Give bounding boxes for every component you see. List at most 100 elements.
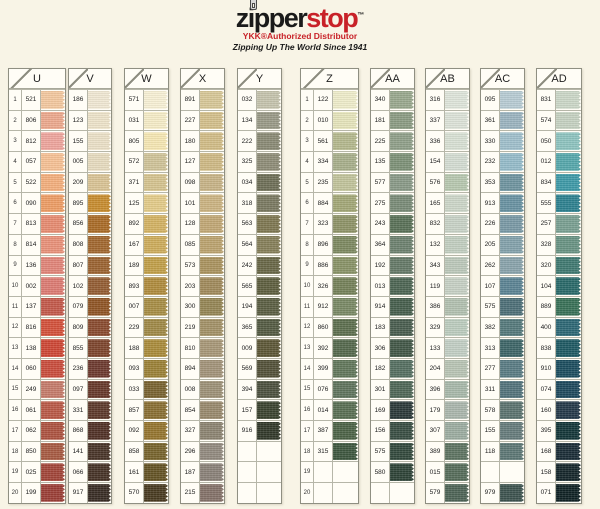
row-number: 3 — [301, 131, 314, 152]
color-code: 894 — [181, 358, 200, 379]
swatch-cell — [200, 400, 224, 420]
swatch-cell — [88, 214, 111, 234]
column-header-AA: AA — [371, 69, 414, 89]
color-swatch — [41, 484, 65, 502]
swatch-cell — [445, 358, 469, 379]
swatch-cell — [390, 193, 414, 214]
color-swatch — [445, 173, 469, 192]
color-code: 579 — [426, 483, 445, 503]
color-code: 364 — [371, 234, 390, 255]
color-swatch — [333, 359, 358, 378]
color-code: 186 — [69, 90, 88, 110]
color-swatch — [200, 318, 224, 337]
swatch-cell — [500, 483, 524, 503]
color-swatch — [445, 132, 469, 151]
swatch-row: 18 315 — [301, 440, 358, 462]
swatch-row — [238, 440, 281, 462]
swatch-row: 13 392 — [301, 337, 358, 358]
color-swatch — [88, 111, 111, 130]
row-number: 19 — [9, 462, 22, 483]
color-swatch — [333, 215, 358, 233]
color-code: 097 — [69, 379, 88, 400]
swatch-cell — [144, 110, 168, 131]
logo-text-red: stop — [306, 3, 359, 33]
color-swatch — [257, 153, 281, 171]
swatch-row: 361 — [481, 109, 524, 131]
swatch-row: 168 — [537, 440, 581, 462]
color-swatch — [556, 132, 581, 151]
swatch-row: 336 — [426, 130, 469, 152]
color-code: 816 — [22, 317, 41, 338]
color-swatch — [445, 380, 469, 399]
color-code: 235 — [314, 172, 333, 193]
swatch-row: 219 — [181, 316, 224, 338]
swatch-row: 343 — [426, 254, 469, 276]
color-code: 570 — [125, 483, 144, 503]
swatch-row: 4 057 — [9, 151, 65, 172]
swatch-row: 20 199 — [9, 482, 65, 503]
color-swatch — [88, 359, 111, 378]
color-swatch — [200, 173, 224, 192]
column-Z: Z 1 122 2 010 3 561 4 334 5 235 6 884 7 323 8 896 9 886 10 3… — [300, 68, 359, 504]
swatch-cell — [257, 441, 281, 462]
color-swatch — [556, 318, 581, 337]
swatch-row: 15 249 — [9, 378, 65, 400]
swatch-row: 895 — [69, 192, 111, 214]
color-code: 104 — [537, 276, 556, 296]
swatch-cell — [41, 400, 65, 420]
swatch-row: 1 521 — [9, 89, 65, 110]
swatch-cell — [88, 193, 111, 214]
swatch-cell — [88, 296, 111, 317]
color-code: 576 — [426, 172, 445, 193]
swatch-cell — [200, 358, 224, 379]
swatch-row: 306 — [371, 337, 414, 358]
swatch-row: 2 010 — [301, 109, 358, 131]
swatch-row: 893 — [125, 275, 168, 296]
swatch-row: 571 — [125, 89, 168, 110]
color-swatch — [390, 256, 414, 275]
color-code: 009 — [238, 338, 257, 358]
color-swatch — [41, 359, 65, 378]
swatch-cell — [200, 276, 224, 296]
swatch-row: 008 — [181, 378, 224, 400]
color-swatch — [88, 277, 111, 295]
swatch-cell — [445, 296, 469, 317]
color-swatch — [500, 235, 524, 254]
color-code: 262 — [481, 255, 500, 276]
column-header-W: W — [125, 69, 168, 89]
swatch-row: 12 860 — [301, 316, 358, 338]
color-swatch — [257, 318, 281, 337]
swatch-row: 205 — [481, 233, 524, 255]
swatch-cell — [88, 172, 111, 193]
color-swatch — [88, 339, 111, 357]
color-swatch — [88, 297, 111, 316]
color-swatch — [500, 401, 524, 419]
swatch-row: 19 025 — [9, 461, 65, 483]
swatch-row: 572 — [125, 151, 168, 172]
swatch-row: 3 812 — [9, 130, 65, 152]
color-swatch — [390, 235, 414, 254]
row-number: 1 — [9, 90, 22, 110]
swatch-cell — [333, 90, 358, 110]
swatch-row: 555 — [537, 192, 581, 214]
color-swatch — [41, 339, 65, 357]
color-code: 301 — [371, 379, 390, 400]
row-number: 8 — [301, 234, 314, 255]
color-code: 386 — [426, 296, 445, 317]
color-code: 313 — [481, 338, 500, 358]
swatch-row: 2 806 — [9, 109, 65, 131]
swatch-row: 565 — [238, 275, 281, 296]
color-code: 343 — [426, 255, 445, 276]
swatch-row: 389 — [426, 440, 469, 462]
swatch-cell — [445, 462, 469, 483]
swatch-row: 296 — [181, 440, 224, 462]
swatch-cell — [88, 379, 111, 400]
color-swatch — [200, 153, 224, 171]
swatch-cell — [445, 214, 469, 234]
swatch-cell — [200, 338, 224, 358]
column-V: V 186 123 155 005 209 895 856 808 807 102 079 809 855… — [68, 68, 112, 504]
swatch-cell — [556, 338, 581, 358]
column-header-Y: Y — [238, 69, 281, 89]
swatch-cell — [144, 131, 168, 152]
color-swatch — [390, 463, 414, 482]
